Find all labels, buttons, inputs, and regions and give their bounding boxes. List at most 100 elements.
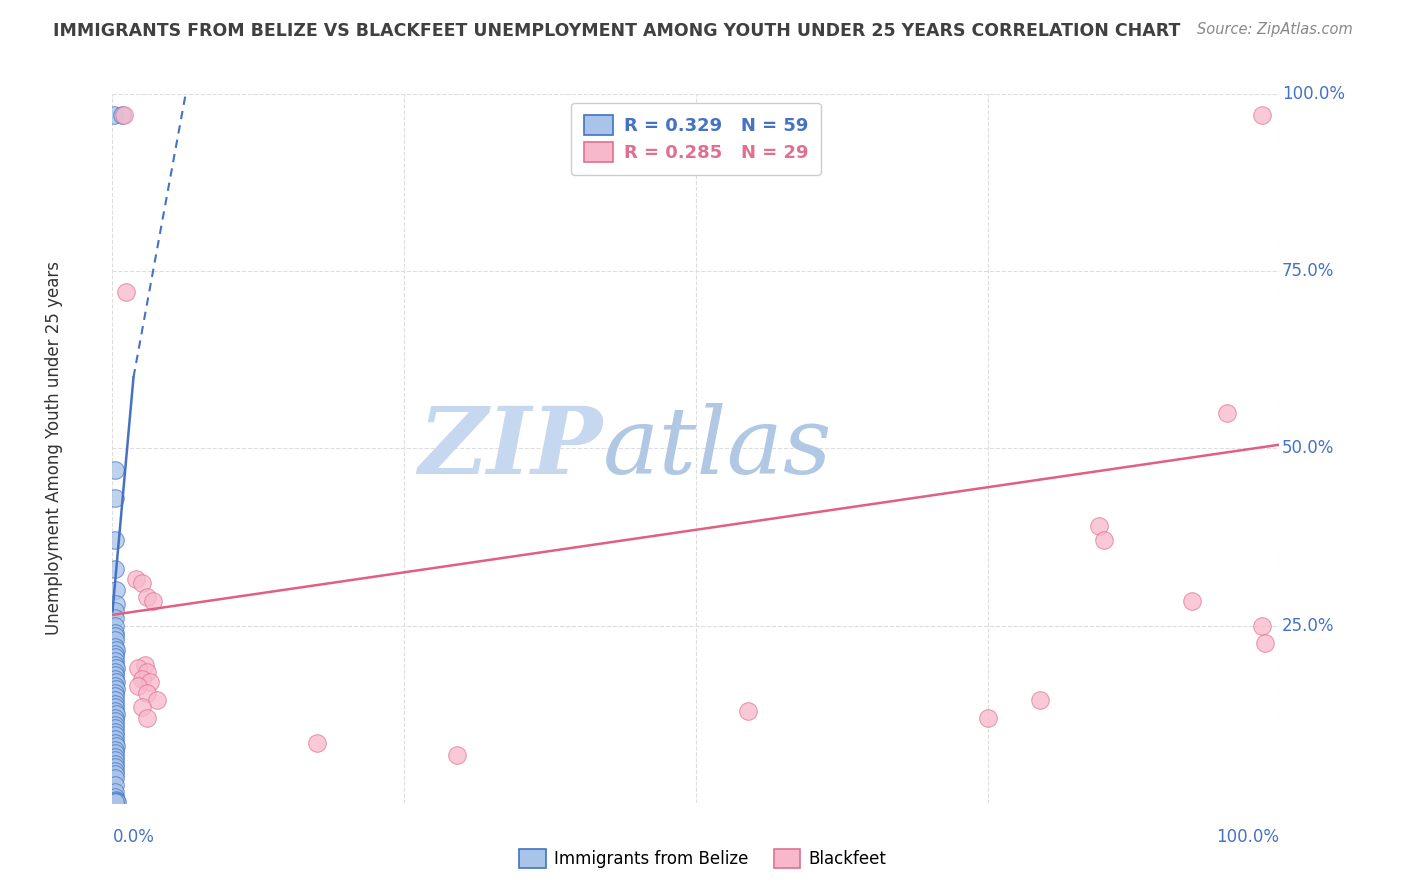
- Legend: Immigrants from Belize, Blackfeet: Immigrants from Belize, Blackfeet: [513, 843, 893, 875]
- Point: [1254, 636, 1277, 650]
- Text: 50.0%: 50.0%: [1282, 439, 1334, 458]
- Point: [127, 679, 149, 693]
- Point: [104, 625, 127, 640]
- Point: [105, 795, 128, 809]
- Point: [104, 778, 127, 792]
- Point: [131, 576, 153, 591]
- Point: [446, 747, 468, 762]
- Point: [1087, 519, 1109, 533]
- Point: [104, 707, 127, 722]
- Point: [104, 583, 127, 598]
- Point: [104, 491, 127, 505]
- Point: [104, 640, 127, 654]
- Legend: R = 0.329   N = 59, R = 0.285   N = 29: R = 0.329 N = 59, R = 0.285 N = 29: [571, 103, 821, 175]
- Text: atlas: atlas: [603, 403, 832, 493]
- Text: ZIP: ZIP: [419, 403, 603, 493]
- Point: [104, 672, 127, 686]
- Point: [1181, 593, 1204, 607]
- Point: [104, 714, 127, 729]
- Text: IMMIGRANTS FROM BELIZE VS BLACKFEET UNEMPLOYMENT AMONG YOUTH UNDER 25 YEARS CORR: IMMIGRANTS FROM BELIZE VS BLACKFEET UNEM…: [53, 22, 1181, 40]
- Point: [104, 760, 127, 774]
- Point: [104, 728, 127, 742]
- Point: [1216, 406, 1239, 420]
- Point: [104, 682, 127, 697]
- Point: [136, 711, 159, 725]
- Point: [737, 704, 759, 718]
- Point: [104, 785, 127, 799]
- Point: [134, 657, 156, 672]
- Point: [104, 562, 127, 576]
- Point: [136, 665, 159, 679]
- Point: [1029, 693, 1052, 707]
- Point: [111, 108, 134, 122]
- Point: [1094, 533, 1116, 548]
- Point: [104, 731, 127, 746]
- Point: [104, 686, 127, 700]
- Point: [104, 668, 127, 682]
- Point: [104, 597, 127, 611]
- Point: [104, 697, 127, 711]
- Point: [305, 735, 328, 749]
- Text: 0.0%: 0.0%: [112, 828, 155, 846]
- Point: [976, 711, 998, 725]
- Point: [104, 618, 127, 632]
- Point: [104, 771, 127, 785]
- Point: [104, 793, 127, 807]
- Point: [104, 794, 127, 808]
- Point: [104, 790, 127, 805]
- Point: [104, 647, 127, 661]
- Point: [104, 657, 127, 672]
- Point: [104, 753, 127, 767]
- Point: [1251, 108, 1274, 122]
- Point: [136, 686, 159, 700]
- Point: [104, 742, 127, 756]
- Point: [139, 675, 162, 690]
- Point: [104, 650, 127, 665]
- Point: [104, 746, 127, 760]
- Point: [146, 693, 169, 707]
- Point: [104, 690, 127, 704]
- Point: [103, 108, 125, 122]
- Point: [104, 767, 127, 781]
- Point: [104, 629, 127, 643]
- Text: 75.0%: 75.0%: [1282, 262, 1334, 280]
- Text: Source: ZipAtlas.com: Source: ZipAtlas.com: [1197, 22, 1353, 37]
- Point: [131, 672, 153, 686]
- Point: [125, 573, 148, 587]
- Point: [104, 675, 127, 690]
- Point: [104, 764, 127, 778]
- Point: [104, 739, 127, 753]
- Point: [104, 795, 127, 809]
- Point: [1251, 618, 1274, 632]
- Point: [104, 604, 127, 618]
- Point: [104, 661, 127, 675]
- Point: [112, 108, 135, 122]
- Point: [104, 756, 127, 771]
- Point: [104, 718, 127, 732]
- Point: [104, 632, 127, 647]
- Point: [104, 700, 127, 714]
- Point: [104, 643, 127, 657]
- Point: [104, 724, 127, 739]
- Point: [104, 665, 127, 679]
- Point: [104, 722, 127, 736]
- Point: [104, 533, 127, 548]
- Point: [136, 590, 159, 604]
- Point: [104, 654, 127, 668]
- Point: [104, 679, 127, 693]
- Point: [127, 661, 149, 675]
- Point: [104, 704, 127, 718]
- Point: [104, 749, 127, 764]
- Point: [104, 711, 127, 725]
- Text: 25.0%: 25.0%: [1282, 616, 1334, 634]
- Point: [104, 462, 127, 476]
- Point: [115, 285, 138, 300]
- Point: [104, 693, 127, 707]
- Text: Unemployment Among Youth under 25 years: Unemployment Among Youth under 25 years: [45, 261, 63, 635]
- Text: 100.0%: 100.0%: [1282, 85, 1344, 103]
- Point: [104, 735, 127, 749]
- Text: 100.0%: 100.0%: [1216, 828, 1279, 846]
- Point: [104, 611, 127, 625]
- Point: [131, 700, 153, 714]
- Point: [142, 593, 165, 607]
